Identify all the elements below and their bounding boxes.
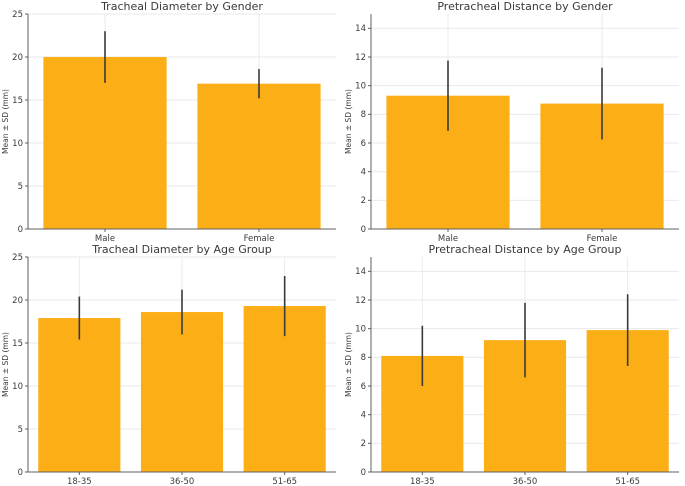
bar-male [43,57,167,229]
y-tick-label: 25 [12,10,23,20]
plot-area: 0 5 10 15 20 25 Male Female [12,10,336,243]
y-tick-label: 4 [360,410,365,420]
bar-18-35 [38,318,121,472]
plot-area: 0 5 10 15 20 25 18-35 36-50 51-65 [12,253,336,486]
y-axis-label: Mean ± SD (mm) [344,332,353,397]
x-tick-label: Female [244,234,275,243]
y-tick-label: 20 [12,296,23,306]
y-tick-label: 5 [18,425,23,435]
x-tick-label: 51-65 [615,477,640,486]
chart-canvas: Tracheal Diameter by Age Group Mean ± SD… [1,243,336,486]
y-tick-label: 0 [18,225,23,235]
y-tick-label: 25 [12,253,23,263]
chart-title: Tracheal Diameter by Gender [100,0,263,13]
y-tick-label: 4 [360,167,365,177]
y-tick-label: 6 [360,382,365,392]
y-tick-label: 12 [355,296,366,306]
x-tick-label: 36-50 [512,477,537,486]
chart-title: Pretracheal Distance by Gender [437,0,613,13]
x-tick-label: Female [586,234,617,243]
y-axis-label: Mean ± SD (mm) [1,89,10,154]
x-tick-label: Male [95,234,115,243]
y-tick-label: 0 [360,225,365,235]
y-tick-label: 10 [355,324,366,334]
bar-36-50 [140,312,224,472]
y-tick-label: 8 [360,353,365,363]
chart-title: Tracheal Diameter by Age Group [91,243,272,256]
subplot-pretracheal-distance-by-gender: Pretracheal Distance by Gender Mean ± SD… [343,0,685,243]
y-tick-label: 8 [360,110,365,120]
plot-area: 0 2 4 6 8 10 12 14 Male Female [355,14,679,243]
y-tick-label: 10 [12,382,23,392]
chart-canvas: Pretracheal Distance by Gender Mean ± SD… [344,0,679,243]
y-tick-label: 15 [12,96,23,106]
plot-area: 0 2 4 6 8 10 12 14 18-35 36-50 51-65 [355,257,679,486]
subplot-tracheal-diameter-by-gender: Tracheal Diameter by Gender Mean ± SD (m… [0,0,343,243]
y-axis-label: Mean ± SD (mm) [344,89,353,154]
bar-female [197,83,321,229]
x-tick-label: 18-35 [409,477,434,486]
y-tick-label: 14 [355,24,366,34]
y-tick-label: 5 [18,182,23,192]
y-tick-label: 12 [355,53,366,63]
subplot-pretracheal-distance-by-age-group: Pretracheal Distance by Age Group Mean ±… [343,243,685,486]
y-tick-label: 0 [360,468,365,478]
y-tick-label: 14 [355,267,366,277]
subplot-tracheal-diameter-by-age-group: Tracheal Diameter by Age Group Mean ± SD… [0,243,343,486]
y-tick-label: 20 [12,53,23,63]
y-tick-label: 0 [18,468,23,478]
chart-canvas: Tracheal Diameter by Gender Mean ± SD (m… [1,0,336,243]
x-tick-label: 51-65 [272,477,297,486]
chart-title: Pretracheal Distance by Age Group [428,243,621,256]
y-tick-label: 10 [12,139,23,149]
y-tick-label: 10 [355,81,366,91]
x-tick-label: 18-35 [67,477,92,486]
y-axis-label: Mean ± SD (mm) [1,332,10,397]
x-tick-label: 36-50 [170,477,195,486]
y-tick-label: 2 [360,196,365,206]
y-tick-label: 15 [12,339,23,349]
chart-canvas: Pretracheal Distance by Age Group Mean ±… [344,243,679,486]
x-tick-label: Male [437,234,457,243]
y-tick-label: 2 [360,439,365,449]
y-tick-label: 6 [360,139,365,149]
